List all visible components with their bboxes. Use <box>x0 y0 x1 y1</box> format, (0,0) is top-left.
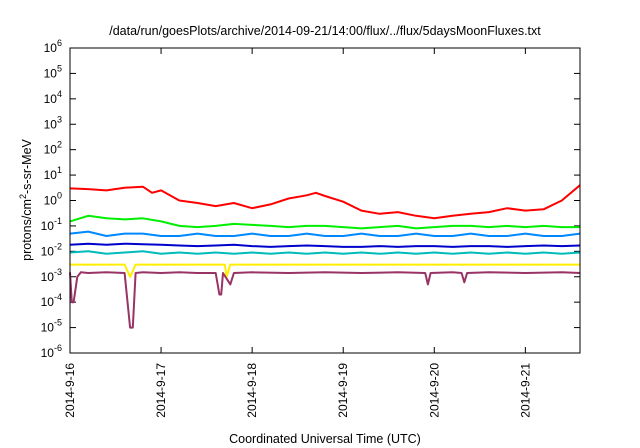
x-tick-label: 2014-9-16 <box>63 363 77 418</box>
y-tick-label: 106 <box>44 38 62 55</box>
y-tick-label: 105 <box>44 63 62 80</box>
x-tick-label: 2014-9-21 <box>518 363 532 418</box>
y-tick-label: 10-5 <box>41 318 62 335</box>
y-axis-ticks: 106 105 104 103 102 101 100 10-1 10-2 10-3 10-4 10-… <box>41 38 580 360</box>
x-axis-label: Coordinated Universal Time (UTC) <box>229 432 421 446</box>
series-line-3 <box>69 230 581 237</box>
y-tick-label: 10-3 <box>41 267 62 284</box>
y-tick-label: 10-6 <box>41 343 62 360</box>
series-line-2 <box>69 214 580 230</box>
y-tick-label: 10-1 <box>41 216 62 233</box>
x-tick-label: 2014-9-17 <box>154 363 168 418</box>
y-tick-label: 104 <box>44 89 62 106</box>
y-tick-label: 100 <box>44 191 62 208</box>
y-tick-label: 102 <box>44 140 62 157</box>
x-tick-label: 2014-9-19 <box>336 363 350 418</box>
series-line-7 <box>69 271 581 329</box>
series-lines <box>69 184 581 329</box>
x-axis-ticks: 2014-9-16 2014-9-17 2014-9-18 2014-9-19 2014… <box>63 48 532 418</box>
x-tick-label: 2014-9-18 <box>245 363 259 418</box>
series-line-4 <box>69 242 581 248</box>
series-line-1 <box>69 184 581 220</box>
chart-title: /data/run/goesPlots/archive/2014-09-21/1… <box>109 24 541 38</box>
y-tick-label: 103 <box>44 114 62 131</box>
series-line-6 <box>70 263 580 278</box>
y-tick-label: 10-4 <box>41 292 62 309</box>
series-line-5 <box>69 250 581 255</box>
plot-frame <box>69 47 581 354</box>
x-tick-label: 2014-9-20 <box>427 363 441 418</box>
y-tick-label: 101 <box>44 165 62 182</box>
y-axis-label: protons/cm2-s-sr-MeV <box>18 138 34 260</box>
y-tick-label: 10-2 <box>41 241 62 258</box>
